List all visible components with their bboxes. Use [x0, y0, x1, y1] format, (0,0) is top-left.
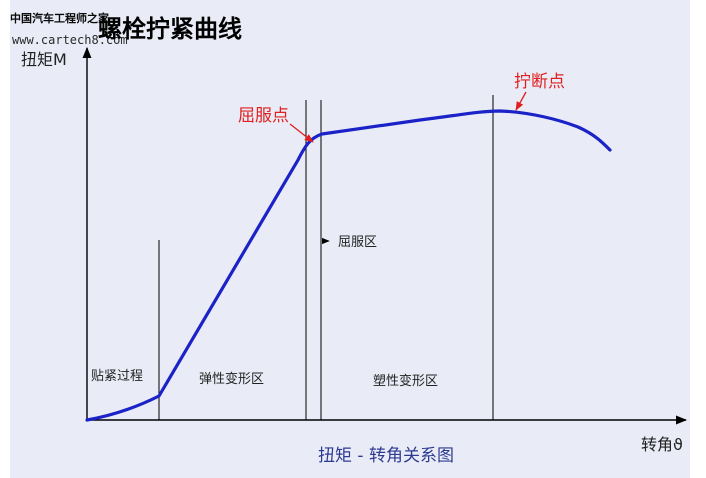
callout-break-point: 拧断点: [514, 72, 565, 92]
watermark-line1: 中国汽车工程师之家: [10, 11, 110, 25]
y-axis-label: 扭矩M: [21, 50, 67, 69]
diagram-background: [10, 0, 690, 478]
zone-label-snug: 贴紧过程: [91, 369, 143, 384]
zone-label-plastic: 塑性变形区: [373, 373, 438, 389]
x-axis-label: 转角ϑ: [641, 435, 683, 454]
break-point-arrow: [515, 91, 527, 111]
diagram-caption: 扭矩 - 转角关系图: [318, 446, 454, 466]
callout-yield-point: 屈服点: [238, 106, 289, 126]
yield-point-arrow: [289, 123, 314, 143]
zone-label-elastic: 弹性变形区: [199, 371, 264, 387]
diagram-title: 螺栓拧紧曲线: [98, 15, 242, 43]
torque-angle-curve: [85, 109, 612, 422]
zone-label-yield: 屈服区: [338, 235, 377, 250]
watermark-url: www.cartech8.com: [12, 33, 128, 47]
